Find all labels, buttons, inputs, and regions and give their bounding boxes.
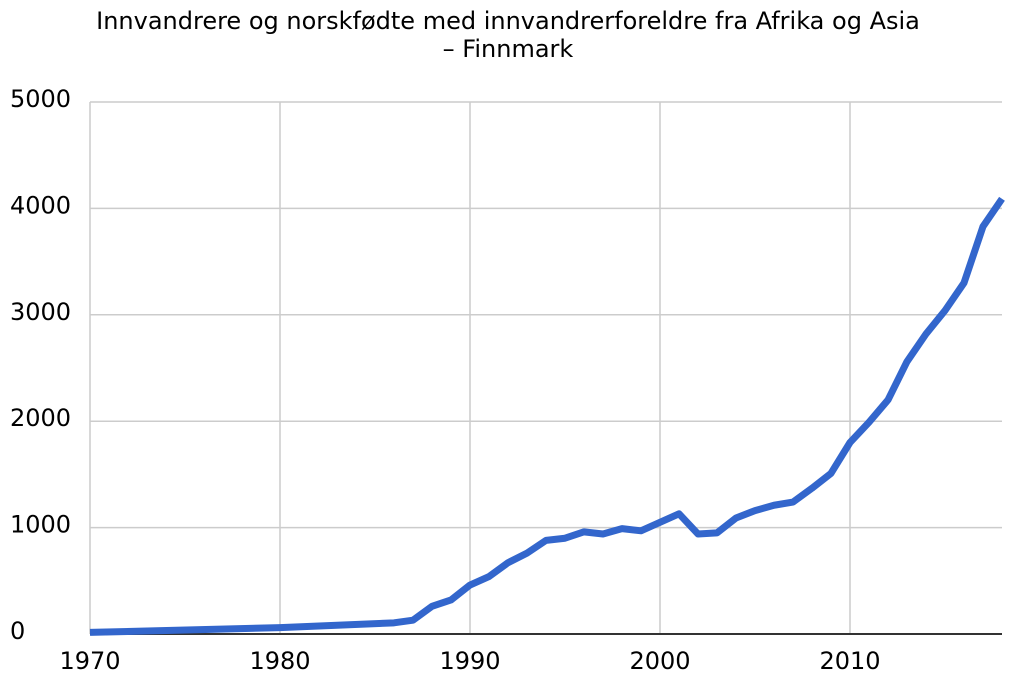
y-tick-label: 1000 xyxy=(10,511,71,539)
x-tick-label: 1990 xyxy=(439,647,500,675)
y-tick-label: 5000 xyxy=(10,85,71,113)
x-tick-label: 1970 xyxy=(59,647,120,675)
x-tick-label: 2010 xyxy=(819,647,880,675)
y-tick-label: 2000 xyxy=(10,404,71,432)
chart-title: – Finnmark xyxy=(443,35,574,63)
x-tick-label: 1980 xyxy=(249,647,310,675)
x-tick-label: 2000 xyxy=(629,647,690,675)
chart-title: Innvandrere og norskfødte med innvandrer… xyxy=(96,7,920,35)
y-tick-label: 0 xyxy=(10,617,25,645)
data-line xyxy=(89,196,1005,636)
y-tick-label: 3000 xyxy=(10,298,71,326)
y-tick-label: 4000 xyxy=(10,191,71,219)
